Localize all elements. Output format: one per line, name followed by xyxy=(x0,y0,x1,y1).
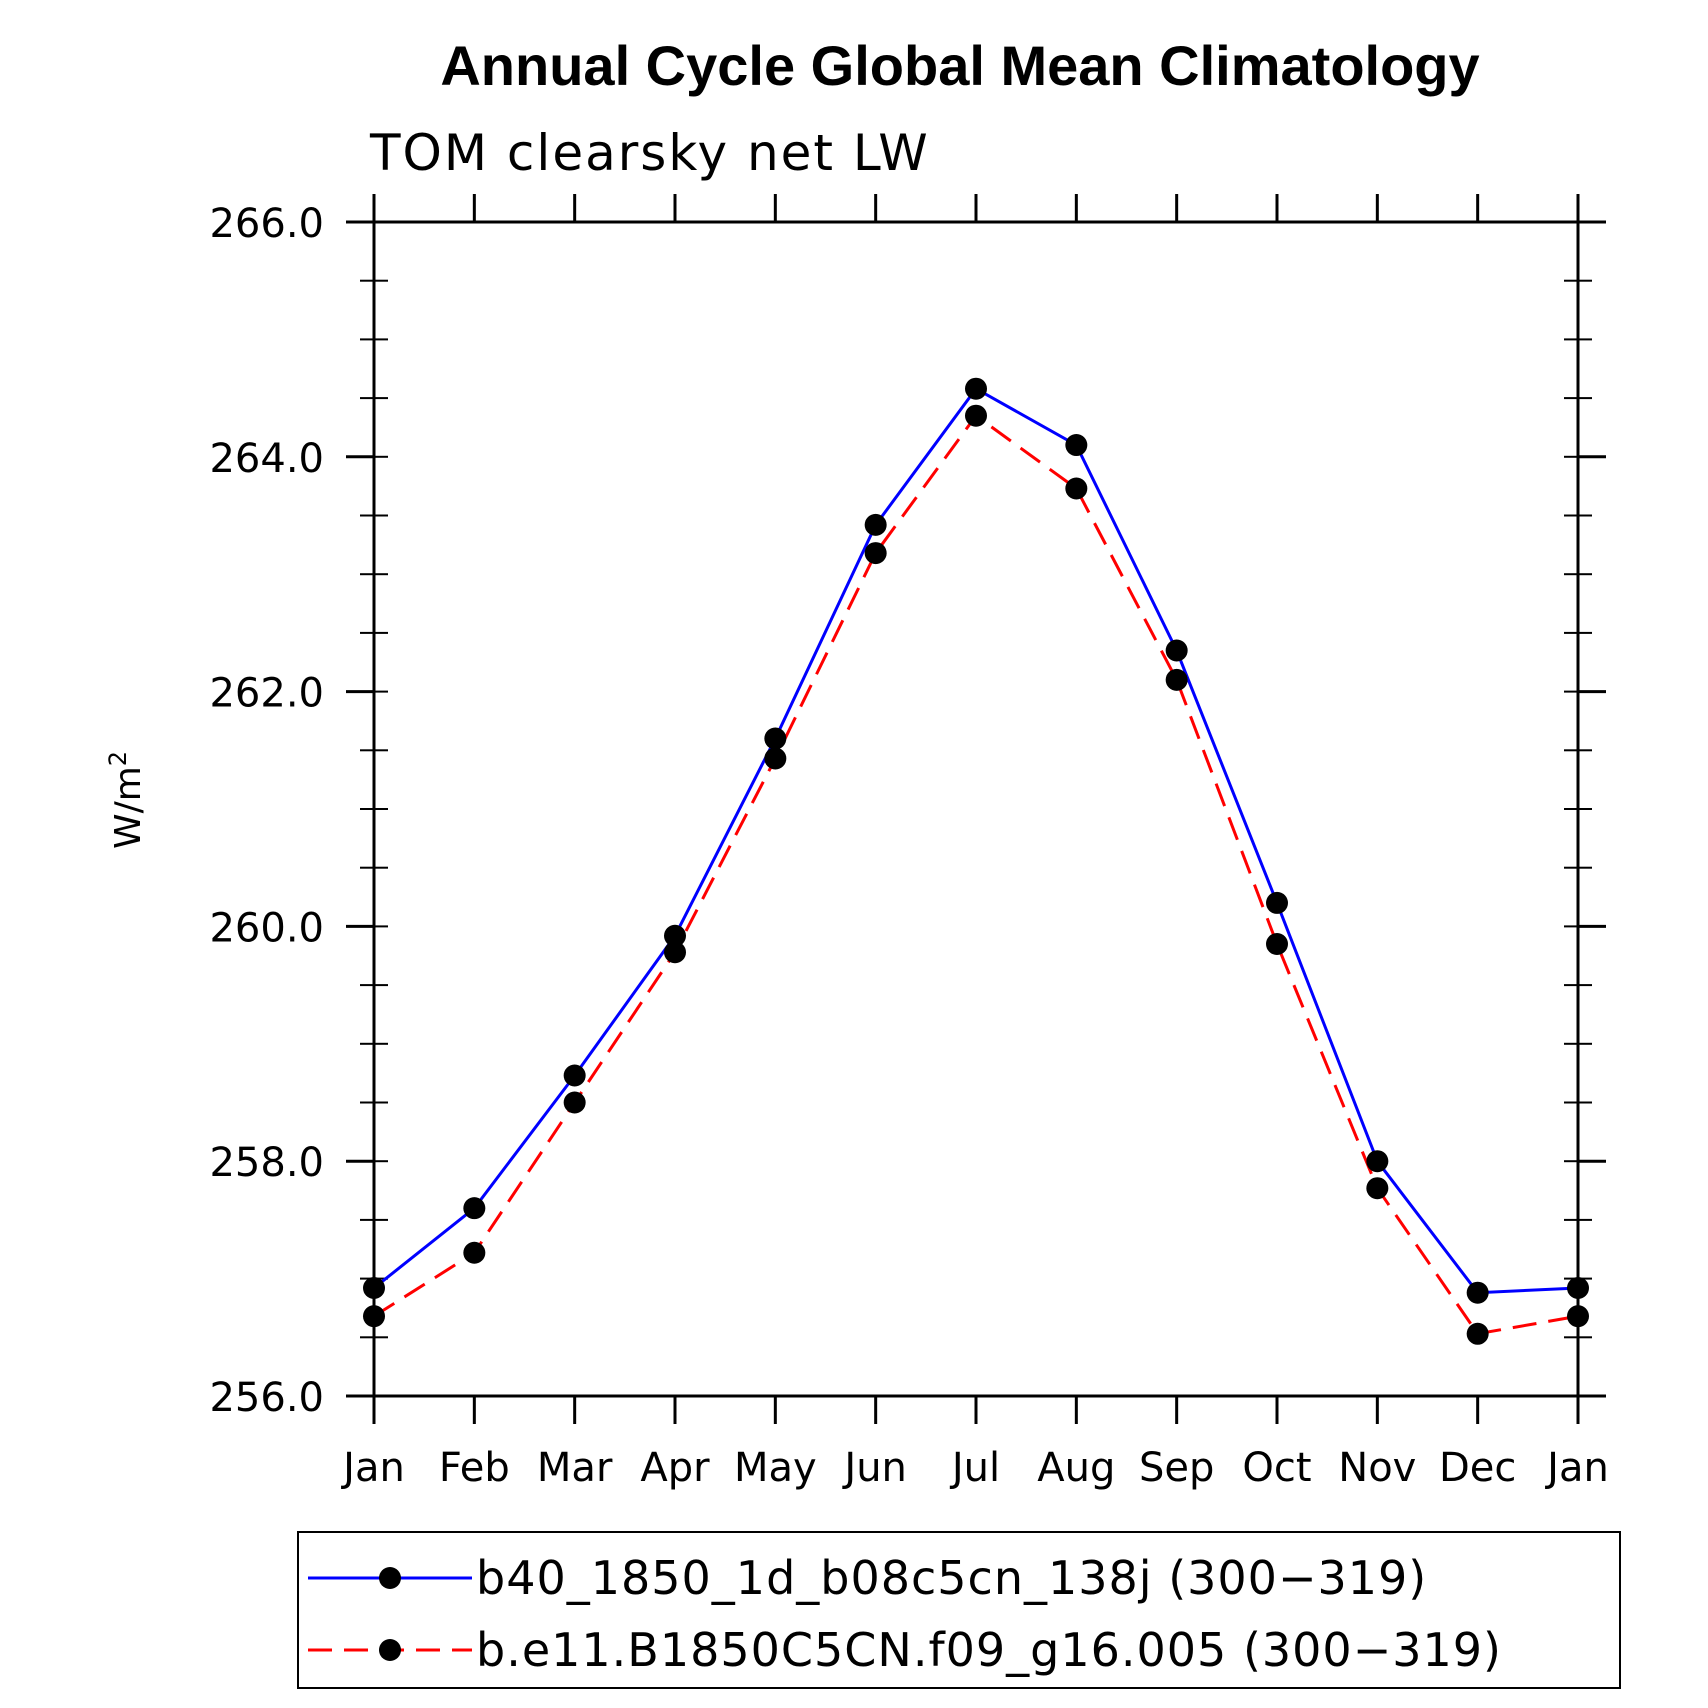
data-point-series-2 xyxy=(1165,668,1188,691)
x-tick-label: Apr xyxy=(640,1445,710,1491)
data-point-series-1 xyxy=(1466,1281,1489,1304)
y-tick-label: 266.0 xyxy=(209,201,324,247)
legend-marker-1 xyxy=(379,1567,401,1589)
data-point-series-2 xyxy=(1466,1322,1489,1345)
legend-label-2: b.e11.B1850C5CN.f09_g16.005 (300−319) xyxy=(476,1623,1502,1677)
data-point-series-1 xyxy=(864,513,887,536)
y-tick-label: 258.0 xyxy=(209,1140,324,1186)
data-point-series-2 xyxy=(664,941,686,964)
x-tick-label: Jan xyxy=(340,1445,405,1491)
x-tick-label: Aug xyxy=(1037,1445,1115,1491)
data-point-series-1 xyxy=(1165,639,1188,662)
data-point-series-2 xyxy=(1266,933,1288,956)
legend: b40_1850_1d_b08c5cn_138j (300−319) b.e11.… xyxy=(297,1531,1621,1689)
y-axis-label-superscript: 2 xyxy=(104,751,132,766)
data-point-series-1 xyxy=(1567,1276,1589,1299)
y-tick-label: 256.0 xyxy=(209,1375,324,1421)
data-point-series-2 xyxy=(563,1091,586,1114)
x-tick-label: Nov xyxy=(1338,1445,1416,1491)
data-point-series-2 xyxy=(764,747,787,770)
y-tick-label: 262.0 xyxy=(209,671,324,717)
y-axis-label-text: W/m xyxy=(108,766,149,849)
data-point-series-2 xyxy=(965,404,987,427)
chart-title: Annual Cycle Global Mean Climatology xyxy=(440,34,1479,97)
data-point-series-1 xyxy=(965,377,987,400)
x-tick-label: Jun xyxy=(841,1445,907,1491)
data-point-series-1 xyxy=(764,727,787,750)
legend-label-1: b40_1850_1d_b08c5cn_138j (300−319) xyxy=(476,1551,1427,1605)
data-point-series-2 xyxy=(1567,1305,1589,1328)
x-tick-label: Dec xyxy=(1439,1445,1516,1491)
legend-marker-2 xyxy=(379,1639,401,1661)
data-point-series-1 xyxy=(1266,891,1288,914)
series-layer xyxy=(363,377,1589,1345)
x-tick-label: Feb xyxy=(439,1445,510,1491)
data-point-series-1 xyxy=(563,1064,586,1087)
chart-subtitle: TOM clearsky net LW xyxy=(369,124,930,182)
x-tick-label: Oct xyxy=(1242,1445,1311,1491)
data-point-series-1 xyxy=(664,924,686,947)
data-point-series-1 xyxy=(1366,1150,1389,1173)
legend-box xyxy=(297,1531,1621,1689)
series-line-2 xyxy=(373,413,1579,1336)
y-tick-label: 264.0 xyxy=(209,436,324,482)
x-tick-label: Mar xyxy=(537,1445,613,1491)
data-point-series-1 xyxy=(1065,434,1088,457)
x-tick-label: May xyxy=(734,1445,817,1491)
data-point-series-2 xyxy=(1065,477,1088,500)
data-point-series-2 xyxy=(1366,1177,1389,1200)
x-tick-label: Jan xyxy=(1544,1445,1609,1491)
series-line-1 xyxy=(373,386,1579,1295)
data-point-series-1 xyxy=(463,1197,486,1220)
axes: Jan Feb Mar Apr May Jun Jul Aug Sep Oct Nov Dec Jan 2… xyxy=(209,194,1609,1491)
data-point-series-2 xyxy=(363,1305,385,1328)
data-point-series-2 xyxy=(463,1241,486,1264)
x-tick-label: Jul xyxy=(949,1445,1000,1491)
data-point-series-1 xyxy=(363,1276,385,1299)
x-tick-label: Sep xyxy=(1139,1445,1214,1491)
legend-items: b40_1850_1d_b08c5cn_138j (300−319) b.e11.… xyxy=(308,1551,1502,1677)
data-point-series-2 xyxy=(864,542,887,565)
y-axis-label: W/m2 xyxy=(104,751,149,849)
y-tick-label: 260.0 xyxy=(209,905,324,951)
